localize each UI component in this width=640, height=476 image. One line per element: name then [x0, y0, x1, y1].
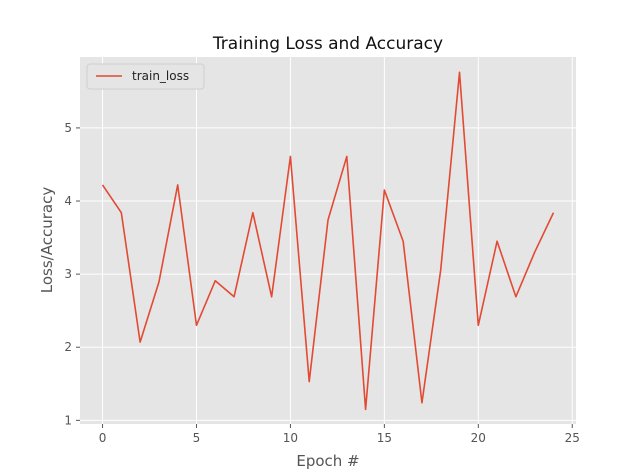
- data-point: [196, 325, 198, 327]
- y-tick-label: 5: [64, 121, 72, 135]
- grid: [80, 57, 576, 424]
- x-tick-label: 25: [565, 431, 580, 445]
- data-point: [290, 156, 292, 158]
- data-point: [271, 296, 273, 298]
- y-axis-label: Loss/Accuracy: [38, 187, 56, 294]
- data-point: [252, 212, 254, 214]
- x-tick-label: 20: [471, 431, 486, 445]
- data-point: [421, 402, 423, 404]
- y-tick-label: 2: [64, 340, 72, 354]
- series-layer: [101, 71, 555, 411]
- data-point: [233, 296, 235, 298]
- data-point: [158, 281, 160, 283]
- series-line-train-loss: [101, 71, 555, 411]
- legend-box: [86, 63, 205, 90]
- data-point: [553, 212, 555, 214]
- data-point: [478, 325, 480, 327]
- data-point: [102, 184, 104, 186]
- ticks: 0 5 10 15 20 25 1 2 3 4 5: [64, 121, 580, 445]
- x-tick-label: 15: [377, 431, 392, 445]
- data-point: [496, 240, 498, 242]
- y-tick-label: 3: [64, 267, 72, 281]
- y-tick-label: 1: [64, 413, 72, 427]
- data-point: [515, 296, 517, 298]
- x-tick-label: 5: [193, 431, 201, 445]
- chart-title: Training Loss and Accuracy: [212, 34, 443, 54]
- data-point: [177, 184, 179, 186]
- data-point: [459, 72, 461, 74]
- data-point: [327, 219, 329, 221]
- legend-label-train-loss: train_loss: [132, 69, 189, 83]
- data-point: [365, 409, 367, 411]
- data-point: [214, 280, 216, 282]
- plot-area: [80, 57, 576, 424]
- data-point: [346, 156, 348, 158]
- data-point: [384, 189, 386, 191]
- data-point: [139, 341, 141, 343]
- x-tick-label: 10: [283, 431, 298, 445]
- data-point: [440, 269, 442, 271]
- data-point: [308, 381, 310, 383]
- x-axis-label: Epoch #: [296, 452, 359, 470]
- data-point: [121, 212, 123, 214]
- y-tick-label: 4: [64, 194, 72, 208]
- data-point: [402, 240, 404, 242]
- legend: train_loss: [86, 63, 205, 90]
- x-tick-label: 0: [99, 431, 107, 445]
- data-point: [534, 251, 536, 253]
